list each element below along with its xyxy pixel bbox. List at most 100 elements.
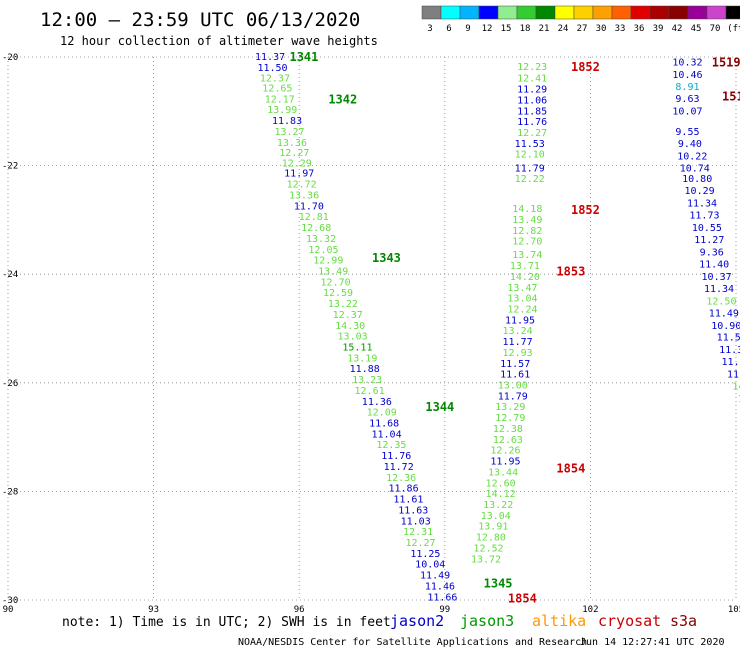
swh-value: 11.73 xyxy=(689,211,719,222)
x-tick-label: 93 xyxy=(148,605,159,615)
swh-value: 14 xyxy=(732,382,740,393)
swh-value: 11.88 xyxy=(350,364,380,375)
timestamp-text: Jun 14 12:27:41 UTC 2020 xyxy=(580,637,725,648)
swh-value: 13.32 xyxy=(306,234,336,245)
satellite-name: jason3 xyxy=(460,612,514,630)
swh-value: 11.46 xyxy=(425,581,455,592)
swh-value: 12.31 xyxy=(403,527,433,538)
swh-value: 12.70 xyxy=(321,277,351,288)
swh-value: 11.79 xyxy=(498,391,528,402)
swh-value: 12.63 xyxy=(493,435,523,446)
swh-value: 13.24 xyxy=(503,326,533,337)
swh-value: 12.17 xyxy=(265,94,295,105)
swh-value: 11.34 xyxy=(687,199,717,210)
satellite-name: altika xyxy=(532,612,586,630)
swh-value: 11.40 xyxy=(699,259,729,270)
legend-swatch xyxy=(687,5,708,20)
swh-value: 12.10 xyxy=(515,150,545,161)
legend-swatch xyxy=(725,5,740,20)
satellite-name: s3a xyxy=(670,612,697,630)
swh-value: 10.90 xyxy=(711,321,740,332)
swh-value: 11.57 xyxy=(500,359,530,370)
swh-value: 11.4 xyxy=(722,357,740,368)
swh-value: 13.23 xyxy=(352,375,382,386)
swh-value: 13.72 xyxy=(471,554,501,565)
pass-label: 1519 xyxy=(712,55,740,69)
swh-value: 12.22 xyxy=(515,174,545,185)
legend-label: 9 xyxy=(465,24,470,34)
swh-value: 11.66 xyxy=(427,592,457,603)
swh-value: 12.41 xyxy=(517,74,547,85)
legend-swatch xyxy=(668,5,689,20)
chart-title: 12:00 – 23:59 UTC 06/13/2020 xyxy=(40,9,360,31)
swh-value: 14.18 xyxy=(512,204,542,215)
swh-value: 9.40 xyxy=(678,139,702,150)
swh-value: 10.32 xyxy=(672,57,702,68)
legend-label: 12 xyxy=(482,24,493,34)
swh-value: 11.77 xyxy=(503,337,533,348)
legend-label: 42 xyxy=(672,24,683,34)
swh-value: 12.37 xyxy=(260,74,290,85)
y-tick-label: -20 xyxy=(2,53,18,63)
legend-label: (ft) xyxy=(727,24,740,34)
swh-value: 8.91 xyxy=(675,82,699,93)
pass-label: 1852 xyxy=(571,203,600,217)
swh-value: 11.36 xyxy=(362,397,392,408)
satellite-name: jason2 xyxy=(390,612,444,630)
swh-value: 11.83 xyxy=(272,116,302,127)
swh-value: 13.03 xyxy=(338,332,368,343)
x-tick-label: 99 xyxy=(439,605,450,615)
swh-value: 12.24 xyxy=(507,304,537,315)
swh-value: 12.70 xyxy=(512,237,542,248)
note-text: note: 1) Time is in UTC; 2) SWH is in fe… xyxy=(62,615,391,630)
swh-value: 13.71 xyxy=(510,261,540,272)
legend-label: 33 xyxy=(615,24,626,34)
swh-value: 12.61 xyxy=(355,386,385,397)
swh-value: 9.55 xyxy=(675,127,699,138)
swh-value: 1 xyxy=(738,394,740,405)
swh-value: 13.49 xyxy=(512,215,542,226)
legend-swatch xyxy=(611,5,632,20)
swh-value: 12.59 xyxy=(323,288,353,299)
pass-label: 1343 xyxy=(372,251,401,265)
swh-value: 11.34 xyxy=(704,284,734,295)
swh-value: 11. xyxy=(727,370,740,381)
swh-value: 11.86 xyxy=(388,484,418,495)
swh-value: 13.49 xyxy=(318,266,348,277)
swh-value: 11.50 xyxy=(257,63,287,74)
legend-label: 36 xyxy=(634,24,645,34)
swh-value: 9.63 xyxy=(675,94,699,105)
swh-value: 11.63 xyxy=(398,505,428,516)
swh-value: 11.61 xyxy=(393,495,423,506)
legend-swatch xyxy=(554,5,575,20)
swh-value: 11.49 xyxy=(709,308,739,319)
swh-value: 12.79 xyxy=(495,413,525,424)
x-tick-label: 96 xyxy=(294,605,305,615)
swh-value: 10.37 xyxy=(702,272,732,283)
swh-value: 12.80 xyxy=(476,533,506,544)
swh-value: 12.72 xyxy=(287,180,317,191)
swh-value: 12.05 xyxy=(308,245,338,256)
legend-swatch xyxy=(478,5,499,20)
swh-value: 11.27 xyxy=(694,235,724,246)
chart-subtitle: 12 hour collection of altimeter wave hei… xyxy=(60,34,378,48)
legend-swatch xyxy=(459,5,480,20)
y-tick-label: -24 xyxy=(2,270,18,280)
swh-value: 12.60 xyxy=(486,478,516,489)
swh-value: 12.82 xyxy=(512,226,542,237)
legend-swatch xyxy=(573,5,594,20)
credit-text: NOAA/NESDIS Center for Satellite Applica… xyxy=(238,637,587,648)
swh-value: 15.11 xyxy=(342,343,372,354)
swh-value: 12.09 xyxy=(367,408,397,419)
x-tick-label: 90 xyxy=(3,605,14,615)
legend-label: 70 xyxy=(710,24,721,34)
pass-labels: 1341 1342 1343 1344 1345 1852 1852 1853 1854 1854… xyxy=(289,50,740,605)
swh-value: 13.22 xyxy=(483,500,513,511)
swh-value: 11.49 xyxy=(420,571,450,582)
swh-value: 13.27 xyxy=(274,127,304,138)
swh-value: 12.23 xyxy=(517,62,547,73)
swh-value: 13.04 xyxy=(481,511,511,522)
legend-label: 45 xyxy=(691,24,702,34)
